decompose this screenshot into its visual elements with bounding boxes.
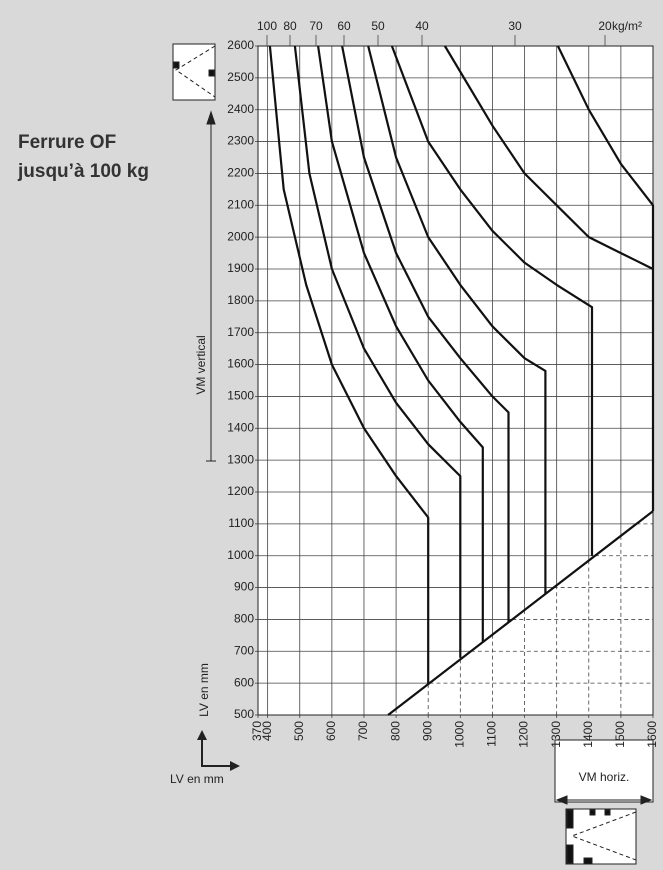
curve xyxy=(268,45,430,684)
x-axis-label: VM horiz. xyxy=(579,770,630,784)
y-unit-label: LV en mm xyxy=(197,663,211,717)
y-tick-label: 1500 xyxy=(227,389,254,403)
title-line: jusqu’à 100 kg xyxy=(17,161,149,182)
horizontal-icon xyxy=(565,808,637,865)
y-tick-label: 1800 xyxy=(227,293,254,307)
plot-area xyxy=(258,46,653,715)
x-tick-label: 800 xyxy=(388,721,402,741)
curve xyxy=(341,45,510,623)
curve-label: 30 xyxy=(508,19,522,33)
y-tick-label: 1200 xyxy=(227,484,254,498)
title-line: Ferrure OF xyxy=(18,132,116,153)
curve xyxy=(317,45,484,642)
x-tick-label: 400 xyxy=(260,721,274,741)
y-tick-label: 2200 xyxy=(227,166,254,180)
y-tick-label: 1000 xyxy=(227,548,254,562)
y-tick-label: 2400 xyxy=(227,102,254,116)
y-tick-label: 2500 xyxy=(227,70,254,84)
curve xyxy=(443,45,654,270)
y-tick-label: 2000 xyxy=(227,229,254,243)
curve-label: 50 xyxy=(371,19,385,33)
curve xyxy=(390,45,594,556)
x-tick-label: 500 xyxy=(292,721,306,741)
y-tick-label: 2600 xyxy=(227,38,254,52)
y-tick-label: 700 xyxy=(234,643,254,657)
x-tick-label: 1000 xyxy=(452,721,466,748)
x-tick-label: 370 xyxy=(250,721,264,741)
vm-vertical-arrow xyxy=(206,110,216,462)
curve-label: 80 xyxy=(283,19,297,33)
curve-label: 60 xyxy=(337,19,351,33)
y-tick-label: 1700 xyxy=(227,325,254,339)
y-tick-label: 2300 xyxy=(227,134,254,148)
y-tick-label: 1300 xyxy=(227,452,254,466)
x-unit-label: LV en mm xyxy=(170,772,224,786)
y-tick-label: 1600 xyxy=(227,357,254,371)
y-tick-label: 1400 xyxy=(227,420,254,434)
x-tick-label: 1500 xyxy=(613,721,627,748)
x-tick-label: 700 xyxy=(356,721,370,741)
y-tick-label: 2100 xyxy=(227,197,254,211)
x-tick-label: 1400 xyxy=(581,721,595,748)
curve xyxy=(367,45,547,594)
x-tick-label: 1600 xyxy=(645,721,659,748)
x-tick-label: 600 xyxy=(324,721,338,741)
y-tick-label: 800 xyxy=(234,612,254,626)
x-tick-label: 1300 xyxy=(549,721,563,748)
y-tick-label: 600 xyxy=(234,675,254,689)
y-tick-label: 1100 xyxy=(228,516,254,530)
y-tick-label: 900 xyxy=(234,580,254,594)
x-tick-label: 1200 xyxy=(517,721,531,748)
curve-label: 20 xyxy=(598,19,612,33)
curve-label: 70 xyxy=(309,19,323,33)
x-tick-label: 1100 xyxy=(485,721,499,747)
series-unit: kg/m² xyxy=(612,19,642,33)
y-tick-label: 1900 xyxy=(227,261,254,275)
vm-horiz-box xyxy=(554,739,654,805)
y-tick-label: 500 xyxy=(234,707,254,721)
y-axis-label: VM vertical xyxy=(194,335,208,394)
curve-label: 100 xyxy=(257,19,277,33)
curve xyxy=(293,45,462,658)
limit-line xyxy=(387,510,654,716)
curve-label: 40 xyxy=(415,19,429,33)
corner-arrows xyxy=(197,730,240,771)
x-tick-label: 900 xyxy=(420,721,434,741)
vertical-icon xyxy=(172,43,216,101)
curve xyxy=(556,45,655,512)
